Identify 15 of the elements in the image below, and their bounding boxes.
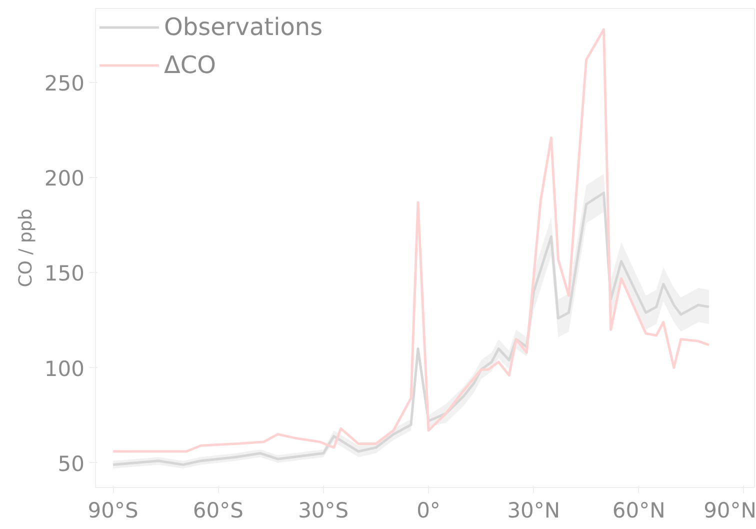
- x-tick-label: 60°N: [612, 498, 666, 522]
- y-tick-label: 50: [58, 452, 85, 476]
- y-tick-label: 200: [44, 166, 85, 191]
- x-tick-label: 60°S: [192, 498, 244, 522]
- x-tick-label: 0°: [416, 498, 440, 522]
- y-tick-label: 100: [44, 356, 85, 381]
- legend-label: ΔCO: [164, 51, 216, 79]
- x-tick-label: 30°S: [298, 498, 349, 522]
- x-tick-label: 90°S: [88, 498, 138, 522]
- y-tick-label: 150: [44, 262, 85, 286]
- y-tick-label: 250: [44, 72, 85, 96]
- legend-label: Observations: [164, 13, 323, 41]
- x-tick-label: 30°N: [507, 498, 560, 522]
- y-axis-title: CO / ppb: [15, 208, 36, 288]
- x-tick-label: 90°N: [704, 498, 756, 522]
